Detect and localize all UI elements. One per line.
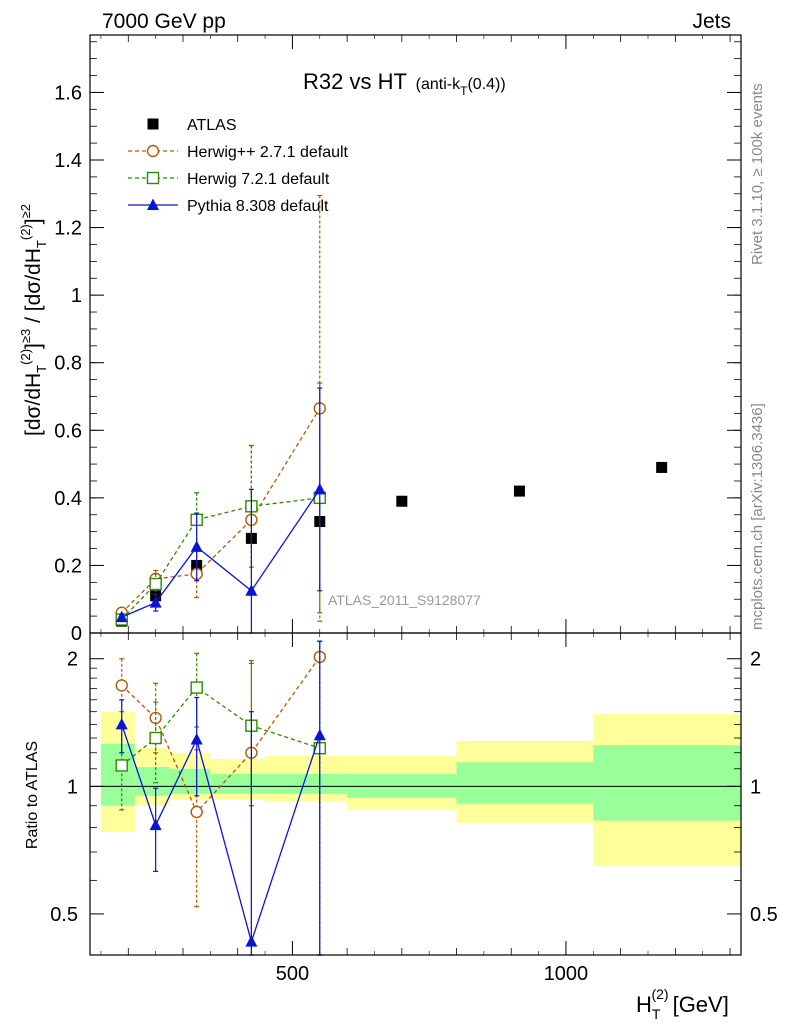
point-pythia-8-308-default <box>245 584 258 596</box>
main-ytick-label: 1.4 <box>54 150 82 172</box>
main-ytick-label: 1.6 <box>54 82 82 104</box>
x-tick-label: 1000 <box>544 963 589 985</box>
point-herwig-7-2-1-default <box>149 577 162 591</box>
legend-marker <box>147 118 159 130</box>
main-ytick-label: 0 <box>71 623 82 645</box>
chart-title-sub-index: T <box>460 84 468 98</box>
series-herwig-7-2-1-default <box>115 382 326 626</box>
main-ytick-label: 1 <box>71 285 82 307</box>
main-axes: 0 0.2 0.4 0.6 0.8 1 1.2 1.4 1.6 <box>54 35 741 955</box>
x-axis-label: HT(2) [GeV] <box>636 986 729 1022</box>
band-green-2 <box>169 768 211 794</box>
band-green-7 <box>593 745 741 821</box>
legend-marker <box>146 144 160 158</box>
legend-entry-atlas: ATLAS <box>147 117 237 134</box>
legend-entry-herwig-2-7-1-default: Herwig++ 2.7.1 default <box>128 144 349 161</box>
band-green-3 <box>210 773 266 794</box>
series-line-herwig-7-2-1-default <box>121 497 320 620</box>
main-ytick-label: 0.6 <box>54 420 82 442</box>
main-ylabel: [dσ/dHT(2)]≥3 / [dσ/dHT(2)]≥2 <box>18 204 49 436</box>
legend-entry-herwig-7-2-1-default: Herwig 7.2.1 default <box>128 171 330 188</box>
band-green-0 <box>100 743 135 806</box>
ratio-point-pythia-8-308-default <box>245 935 258 947</box>
band-green-5 <box>347 773 457 798</box>
legend: ATLAS Herwig++ 2.7.1 default Herwig 7.2.1 … <box>128 117 349 215</box>
band-green-1 <box>134 767 170 796</box>
x-tick-label: 500 <box>276 963 309 985</box>
point-pythia-8-308-default <box>313 482 326 495</box>
legend-label: ATLAS <box>187 117 237 134</box>
ratio-ytick-label-right: 0.5 <box>750 904 778 926</box>
ratio-bands <box>90 711 741 866</box>
point-atlas <box>513 485 525 497</box>
ratio-point-herwig-2-7-1-default <box>190 805 203 819</box>
header-left: 7000 GeV pp <box>102 10 226 33</box>
point-pythia-8-308-default <box>149 596 162 608</box>
ratio-point-pythia-8-308-default <box>115 717 128 730</box>
chart-title-sub-suffix: (0.4)) <box>467 76 505 93</box>
point-pythia-8-308-default <box>115 610 128 623</box>
band-green-6 <box>456 762 594 804</box>
svg-text:[dσ/dHT(2)]≥3 / [dσ/dHT(2)]≥2: [dσ/dHT(2)]≥3 / [dσ/dHT(2)]≥2 <box>18 204 49 436</box>
header-right: Jets <box>692 10 731 33</box>
legend-entry-pythia-8-308-default: Pythia 8.308 default <box>128 198 329 215</box>
point-pythia-8-308-default <box>190 540 203 552</box>
chart-title-sub-prefix: (anti-k <box>416 76 461 93</box>
svg-text:HT(2)[GeV]: HT(2) [GeV] <box>636 986 729 1022</box>
chart-title: R32 vs HT (anti-kT(0.4)) <box>303 69 506 98</box>
main-ytick-label: 0.8 <box>54 353 82 375</box>
legend-label: Herwig++ 2.7.1 default <box>187 144 349 161</box>
main-ytick-label: 1.2 <box>54 218 82 240</box>
ratio-axes: 0.5 0.5 1 1 2 2 500 1000 <box>50 649 778 985</box>
ratio-frame <box>89 632 742 956</box>
rivet-label: Rivet 3.1.10, ≥ 100k events <box>749 83 766 265</box>
ratio-point-pythia-8-308-default <box>190 732 203 745</box>
ratio-ytick-label: 1 <box>67 776 78 798</box>
ratio-ytick-label-right: 1 <box>750 776 761 798</box>
legend-marker <box>146 171 160 185</box>
legend-label: Herwig 7.2.1 default <box>187 171 330 188</box>
ratio-ytick-label: 0.5 <box>50 904 78 926</box>
series-herwig-2-7-1-default <box>115 194 326 622</box>
series-pythia-8-308-default <box>115 387 326 634</box>
ratio-point-herwig-2-7-1-default <box>115 679 128 692</box>
point-atlas <box>656 461 668 473</box>
main-ytick-label: 0.4 <box>54 488 82 510</box>
ratio-series-pythia-8-308-default <box>115 640 326 956</box>
ratio-point-herwig-7-2-1-default <box>190 681 203 694</box>
main-ytick-label: 0.2 <box>54 555 82 577</box>
chart-title-main: R32 vs HT <box>303 69 407 94</box>
series-line-herwig-2-7-1-default <box>121 407 321 614</box>
ratio-point-herwig-7-2-1-default <box>149 731 162 745</box>
ratio-ylabel: Ratio to ATLAS <box>24 741 41 849</box>
watermark: ATLAS_2011_S9128077 <box>328 592 481 608</box>
ratio-point-herwig-7-2-1-default <box>115 759 128 772</box>
band-green-4 <box>265 773 348 794</box>
legend-label: Pythia 8.308 default <box>187 198 329 215</box>
mcplots-label: mcplots.cern.ch [arXiv:1306.3436] <box>749 403 766 630</box>
ratio-ytick-label: 2 <box>67 649 78 671</box>
main-series <box>115 194 668 634</box>
ratio-series <box>115 640 326 956</box>
ratio-ytick-label-right: 2 <box>750 649 761 671</box>
point-atlas <box>396 495 408 507</box>
ratio-point-pythia-8-308-default <box>149 818 162 831</box>
legend-marker <box>147 198 159 210</box>
ratio-point-pythia-8-308-default <box>313 728 326 741</box>
